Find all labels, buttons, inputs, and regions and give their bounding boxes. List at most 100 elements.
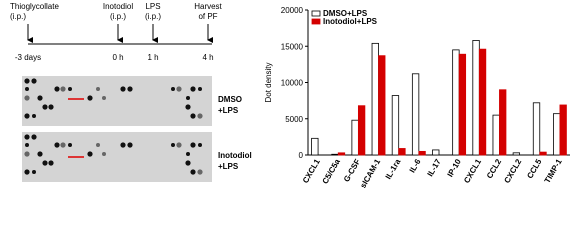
blot-dot <box>32 170 36 174</box>
x-tick-label: C5/C5a <box>321 157 343 185</box>
blot-dot <box>176 86 182 92</box>
blot-dot <box>120 142 126 148</box>
event-label: Harvest <box>194 2 222 11</box>
blot-dot <box>171 143 175 147</box>
blot-inotodiol <box>22 132 212 182</box>
blot-dot <box>127 142 133 148</box>
blot-dot <box>185 160 191 166</box>
blot-dot <box>190 169 196 175</box>
legend-swatch <box>311 18 321 25</box>
blot-dot <box>25 143 29 147</box>
blot-dot <box>42 104 48 110</box>
bar <box>559 104 567 156</box>
event-time: -3 days <box>15 53 41 62</box>
x-tick-label: CXCL1 <box>462 157 483 185</box>
blot-dmso <box>22 76 212 126</box>
blot-dot <box>96 87 100 91</box>
event-label: (i.p.) <box>10 12 26 21</box>
x-tick-label: CXCL2 <box>502 157 523 185</box>
event-time: 1 h <box>147 53 158 62</box>
legend-label: DMSO+LPS <box>323 9 368 18</box>
x-tick-label: G-CSF <box>342 157 362 183</box>
bar <box>499 89 507 156</box>
y-tick-label: 5000 <box>285 115 303 124</box>
bar <box>553 113 561 156</box>
blot-dot <box>198 143 202 147</box>
blot-label: +LPS <box>218 106 239 115</box>
bar <box>337 152 346 156</box>
y-tick-label: 10000 <box>281 79 304 88</box>
legend-label: Inotodiol+LPS <box>323 17 378 26</box>
bar <box>492 114 500 156</box>
event-time: 0 h <box>112 53 123 62</box>
blot-dot <box>87 151 93 157</box>
x-tick-label: IP-10 <box>446 157 464 179</box>
blot-dot <box>96 143 100 147</box>
timeline: Thioglycollate(i.p.)-3 daysInotodiol(i.p… <box>10 2 223 62</box>
blot-dot <box>24 113 30 119</box>
blot-dot <box>24 169 30 175</box>
bar <box>391 95 400 156</box>
bar <box>311 137 319 156</box>
event-time: 4 h <box>202 53 213 62</box>
x-tick-label: IL-17 <box>426 157 443 178</box>
legend-swatch <box>311 10 321 17</box>
y-tick-label: 0 <box>299 151 304 160</box>
blot-dot <box>190 86 196 92</box>
blot-dot <box>197 169 203 175</box>
event-label: Thioglycollate <box>10 2 59 11</box>
blot-dot <box>54 142 60 148</box>
bar <box>452 49 460 156</box>
blot-dot <box>68 87 72 91</box>
blot-dot <box>31 78 37 84</box>
blot-label: Inotodiol <box>218 151 252 160</box>
bar <box>472 40 480 156</box>
blot-dot <box>24 134 30 140</box>
y-tick-label: 20000 <box>281 6 304 15</box>
blot-dot <box>60 86 66 92</box>
blot-dot <box>24 78 30 84</box>
bar <box>539 151 547 156</box>
blot-dot <box>32 114 36 118</box>
blot-label: DMSO <box>218 95 242 104</box>
blot-dot <box>37 95 43 101</box>
blot-dot <box>190 113 196 119</box>
bar <box>418 150 426 156</box>
bar <box>432 149 440 156</box>
blot-dot <box>24 95 30 101</box>
blot-dot <box>102 152 106 156</box>
chart: 0 5000 10000 15000 20000 Dot density CXCL1 C5/C… <box>264 6 570 190</box>
event-label: of PF <box>198 12 217 21</box>
bar <box>411 73 420 156</box>
blot-dot <box>87 95 93 101</box>
y-axis-label: Dot density <box>264 62 273 102</box>
blot-dot <box>24 151 30 157</box>
x-tick-label: CCL2 <box>485 157 504 180</box>
y-tick-label: 15000 <box>281 42 304 51</box>
blot-dot <box>60 142 66 148</box>
x-tick-label: IL-6 <box>408 157 423 174</box>
bar <box>532 102 541 156</box>
blot-dot <box>198 87 202 91</box>
bar <box>512 152 521 156</box>
blot-dot <box>68 143 72 147</box>
x-tick-label: IL-1ra <box>384 157 403 181</box>
x-tick-label: TIMP-1 <box>543 157 564 185</box>
event-label: (i.p.) <box>110 12 126 21</box>
bar <box>478 48 487 156</box>
blot-dot <box>54 86 60 92</box>
blot-dot <box>190 142 196 148</box>
blot-dot <box>31 134 37 140</box>
blot-dot <box>25 87 29 91</box>
bar <box>378 55 386 156</box>
bar <box>331 153 339 156</box>
blot-dot <box>42 160 48 166</box>
blot-dot <box>186 96 190 100</box>
bar <box>458 53 467 156</box>
blot-dots: DMSO +LPS Inotodiol +LPS <box>24 78 252 175</box>
blot-label: +LPS <box>218 162 239 171</box>
blot-dot <box>186 152 190 156</box>
blot-dot <box>127 86 133 92</box>
bar <box>371 42 379 156</box>
blot-dot <box>176 142 182 148</box>
